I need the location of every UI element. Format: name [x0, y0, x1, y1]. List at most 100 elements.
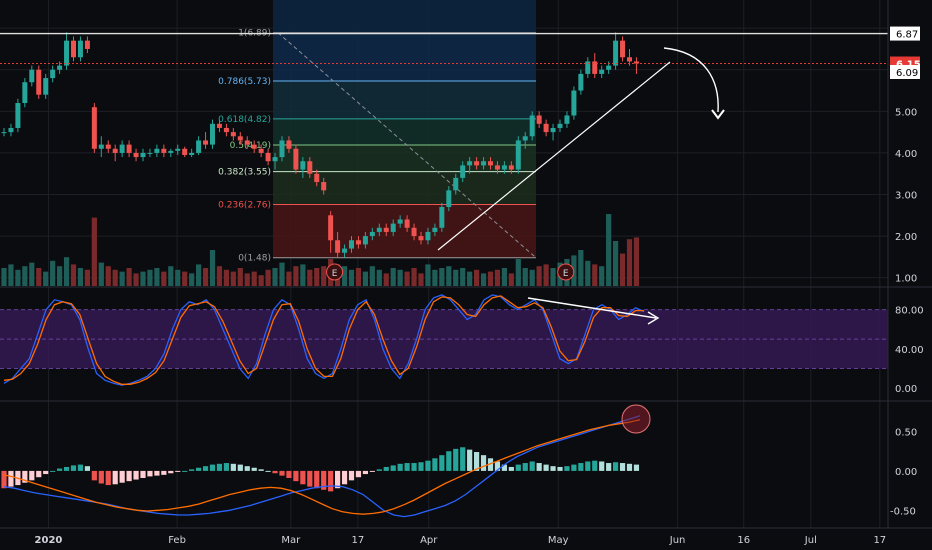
- time-axis[interactable]: 2020 Feb Mar 17 Apr May Jun 16 Jul 17: [0, 527, 932, 546]
- candle-body: [244, 140, 250, 145]
- volume-bar: [70, 264, 77, 286]
- candle-body: [223, 127, 229, 133]
- volume-bar: [29, 262, 35, 286]
- stochastic-panel[interactable]: 0.00 40.00 80.00: [0, 294, 932, 402]
- candle-body: [98, 144, 104, 149]
- stochastic-tick-label: 40.00: [895, 345, 924, 356]
- stochastic-line: [3, 295, 644, 385]
- volume-bar: [168, 266, 174, 286]
- volume-bar: [613, 241, 619, 286]
- candle-body: [501, 165, 507, 170]
- candle-body: [112, 148, 118, 153]
- volume-bar: [98, 262, 104, 286]
- macd-histogram-bar: [50, 470, 56, 472]
- macd-histogram-bar: [182, 470, 188, 472]
- candle-body: [578, 73, 584, 91]
- macd-histogram-bar: [258, 469, 264, 471]
- volume-bar: [383, 273, 389, 286]
- candle-body: [355, 240, 361, 245]
- candle-body: [189, 152, 195, 155]
- candle-body: [460, 165, 466, 178]
- macd-histogram-bar: [8, 470, 14, 487]
- earnings-marker-label: E: [332, 269, 338, 279]
- macd-histogram-bar: [43, 470, 49, 475]
- volume-bar: [397, 269, 403, 286]
- macd-histogram-bar: [355, 470, 362, 478]
- macd-histogram-bar: [29, 470, 35, 481]
- macd-histogram-bar: [536, 463, 542, 471]
- volume-bar: [161, 271, 167, 286]
- candle-body: [522, 136, 528, 141]
- candle-body: [599, 69, 605, 74]
- macd-panel[interactable]: -0.50 0.00 0.50: [1, 415, 917, 517]
- candle-body: [508, 165, 514, 170]
- macd-histogram-bar: [480, 455, 487, 471]
- fib-level-label: 0.236(2.76): [218, 200, 271, 210]
- candle-body: [147, 152, 153, 154]
- time-tick-label: Feb: [168, 535, 186, 546]
- candle-body: [84, 40, 90, 49]
- macd-histogram-bar: [216, 463, 223, 471]
- macd-histogram-bar: [460, 447, 466, 471]
- volume-bar: [592, 264, 598, 286]
- candle-body: [620, 40, 626, 58]
- macd-histogram-bar: [626, 463, 633, 471]
- support-trendline: [437, 61, 671, 251]
- macd-histogram-bar: [599, 461, 605, 471]
- macd-histogram-bar: [613, 462, 619, 471]
- volume-bar: [237, 268, 243, 286]
- volume-bar: [119, 271, 125, 286]
- macd-histogram-bar: [154, 470, 160, 476]
- candle-body: [251, 144, 257, 149]
- price-panel[interactable]: 1(6.89)0.786(5.73)0.618(4.82)0.5(4.19)0.…: [0, 0, 932, 528]
- macd-histogram-bar: [369, 470, 375, 472]
- macd-histogram-bar: [508, 466, 514, 471]
- candle-body: [349, 240, 354, 249]
- macd-histogram-bar: [133, 470, 139, 480]
- candle-body: [29, 69, 35, 83]
- volume-bar: [77, 268, 84, 286]
- macd-histogram-bar: [140, 470, 146, 478]
- macd-histogram-bar: [119, 470, 125, 483]
- macd-histogram-bar: [515, 464, 521, 471]
- time-tick-label: 17: [352, 535, 365, 546]
- macd-histogram-bar: [251, 467, 257, 471]
- price-tick-label: 3.00: [895, 191, 917, 202]
- macd-histogram-bar: [585, 461, 591, 471]
- volume-bar: [522, 268, 528, 286]
- candle-body: [571, 90, 577, 116]
- candle-body: [390, 223, 396, 232]
- macd-histogram-bar: [98, 470, 104, 484]
- candle-body: [126, 144, 132, 153]
- time-tick-label: Apr: [420, 535, 438, 546]
- volume-bar: [515, 259, 521, 286]
- macd-histogram-bar: [237, 464, 243, 471]
- time-tick-label: 2020: [35, 535, 63, 546]
- macd-histogram-bar: [286, 470, 292, 478]
- fib-level-label: 0.618(4.82): [218, 115, 271, 125]
- candle-body: [1, 132, 7, 134]
- macd-histogram-bar: [453, 448, 459, 471]
- volume-bar: [425, 264, 431, 286]
- macd-histogram-bar: [606, 463, 612, 471]
- candle-body: [592, 61, 598, 74]
- drawings-layer[interactable]: [437, 47, 725, 434]
- volume-bar: [244, 273, 250, 286]
- time-tick-label: 17: [873, 535, 886, 546]
- volume-bar: [209, 250, 216, 286]
- volume-bar: [606, 214, 612, 286]
- price-label-box: [890, 65, 920, 80]
- macd-histogram-bar: [522, 463, 528, 471]
- candle-body: [376, 227, 382, 232]
- macd-histogram-bar: [161, 470, 167, 475]
- macd-histogram-bar: [189, 469, 195, 471]
- volume-bar: [293, 266, 299, 286]
- volume-bar: [265, 269, 271, 286]
- candle-body: [557, 123, 563, 128]
- candle-body: [529, 115, 535, 137]
- macd-histogram-bar: [230, 463, 236, 471]
- fib-zone: [273, 32, 536, 81]
- macd-tick-label: -0.50: [890, 506, 916, 517]
- candle-body: [481, 161, 487, 166]
